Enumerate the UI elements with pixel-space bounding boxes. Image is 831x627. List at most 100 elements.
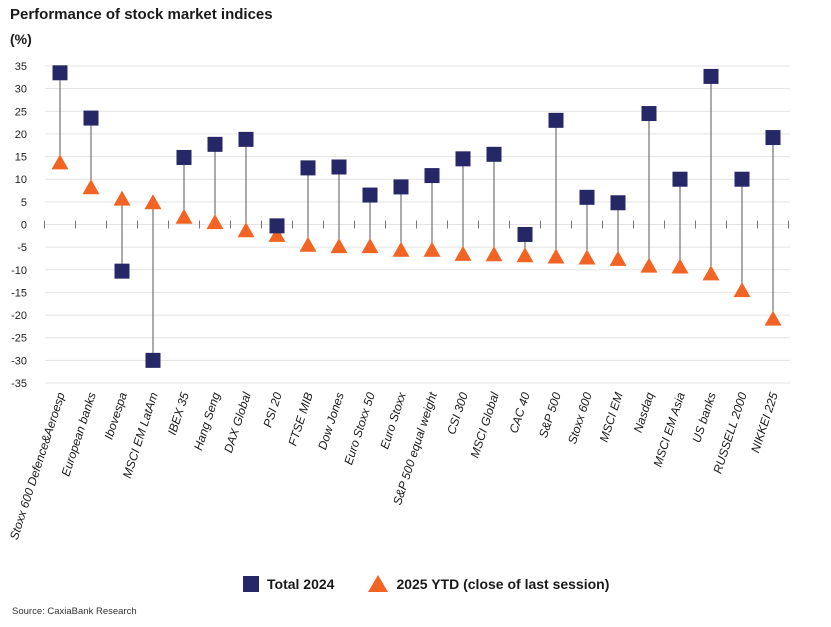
ytd-triangle-marker [299,236,317,252]
ytd-triangle-marker [175,208,193,224]
x-category-label: DAX Global [221,390,254,454]
y-tick-label: -25 [11,333,27,345]
y-axis-unit: (%) [10,31,32,47]
ytd-triangle-marker [454,245,472,261]
y-tick-label: -30 [11,355,27,367]
y-tick-label: 10 [15,174,27,186]
ytd-triangle-marker [82,179,100,195]
legend-item-total: Total 2024 [243,575,335,592]
ytd-triangle-marker [392,241,410,257]
total-square-marker [517,226,533,242]
x-category-label: RUSSELL 2000 [710,390,750,475]
y-tick-label: -5 [17,242,27,254]
total-square-marker [114,263,130,279]
y-tick-label: -35 [11,378,27,390]
total-square-marker [424,168,440,184]
total-square-marker [455,151,471,167]
total-square-marker [238,131,254,147]
x-category-label: FTSE MIB [285,391,315,448]
ytd-triangle-marker [144,194,162,210]
total-square-marker [362,187,378,203]
total-markers [52,65,781,368]
x-category-label: PSI 20 [260,390,285,429]
total-square-marker [145,352,161,368]
ytd-triangle-marker [113,190,131,206]
total-square-marker [641,106,657,122]
total-square-marker [176,149,192,165]
x-category-label: CAC 40 [507,390,533,435]
x-category-label: IBEX 35 [165,390,192,437]
ytd-triangle-marker [423,241,441,257]
x-category-label: Euro Stoxx [377,390,409,451]
ytd-triangle-marker [702,265,720,281]
dot-plot-chart: 35 30 25 20 15 10 5 0 -5 -10 -15 -20 -25 -30 -35 Stoxx… [7,61,790,542]
source-note: Source: CaxiaBank Research [12,606,137,617]
ytd-triangle-marker [51,154,69,170]
ytd-triangle-marker [361,238,379,254]
ytd-markers [51,154,782,326]
x-category-label: Nasdaq [631,390,657,434]
y-tick-label: 25 [15,106,27,118]
y-tick-label: 15 [15,152,27,164]
ytd-triangle-marker [671,258,689,274]
ytd-triangle-marker [640,257,658,273]
legend-label-total: Total 2024 [267,575,335,592]
y-tick-label: 0 [21,220,27,232]
x-category-label: Stoxx 600 Defence&Aeroesp [7,390,68,541]
ytd-triangle-marker [547,248,565,264]
x-category-label: MSCI EM Asia [651,390,688,468]
x-category-label: Stoxx 600 [565,390,595,445]
total-square-marker [579,189,595,205]
ytd-triangle-marker [268,226,286,242]
x-category-label: Hang Seng [191,390,223,452]
y-tick-label: 20 [15,129,27,141]
ytd-triangle-marker [330,238,348,254]
y-tick-label: -15 [11,287,27,299]
ytd-triangle-marker [237,222,255,238]
ytd-triangle-marker [733,282,751,298]
total-square-marker [548,112,564,128]
square-marker-icon [243,575,259,592]
total-square-marker [486,146,502,162]
total-square-marker [610,195,626,211]
x-category-label: Dow Jones [315,391,347,452]
total-square-marker [52,65,68,81]
legend-label-ytd: 2025 YTD (close of last session) [396,575,610,592]
x-category-label: Ibovespa [101,390,129,441]
x-category-label: MSCI EM [597,391,626,444]
y-tick-labels: 35 30 25 20 15 10 5 0 -5 -10 -15 -20 -25 -30 -35 [11,61,27,390]
total-square-marker [300,160,316,176]
total-square-marker [672,171,688,187]
total-square-marker [269,218,285,234]
y-tick-label: 5 [21,197,27,209]
total-square-marker [331,159,347,175]
total-square-marker [765,130,781,146]
y-tick-label: 30 [15,84,27,96]
total-square-marker [734,171,750,187]
x-category-label: CSI 300 [444,390,471,436]
ytd-triangle-marker [206,214,224,230]
chart-title: Performance of stock market indices [10,6,273,23]
total-square-marker [393,179,409,195]
total-square-marker [207,136,223,152]
total-square-marker [703,68,719,84]
ytd-triangle-marker [516,247,534,263]
total-square-marker [83,110,99,126]
x-category-label: NIKKEI 225 [748,390,781,454]
gridlines [45,65,790,384]
x-tick-marks [44,220,789,229]
ytd-triangle-marker [578,249,596,265]
stems [59,72,774,361]
x-category-label: Euro Stoxx 50 [341,390,378,466]
legend-item-ytd: 2025 YTD (close of last session) [368,575,609,592]
y-tick-label: -20 [11,310,27,322]
ytd-triangle-marker [609,250,627,266]
x-category-label: US banks [689,391,718,445]
legend: Total 2024 2025 YTD (close of last sessi… [243,575,643,592]
ytd-triangle-marker [764,310,782,326]
y-tick-label: 35 [15,61,27,73]
x-category-label: S&P 500 [536,390,564,439]
x-category-label: MSCI Global [468,390,502,459]
y-tick-label: -10 [11,265,27,277]
